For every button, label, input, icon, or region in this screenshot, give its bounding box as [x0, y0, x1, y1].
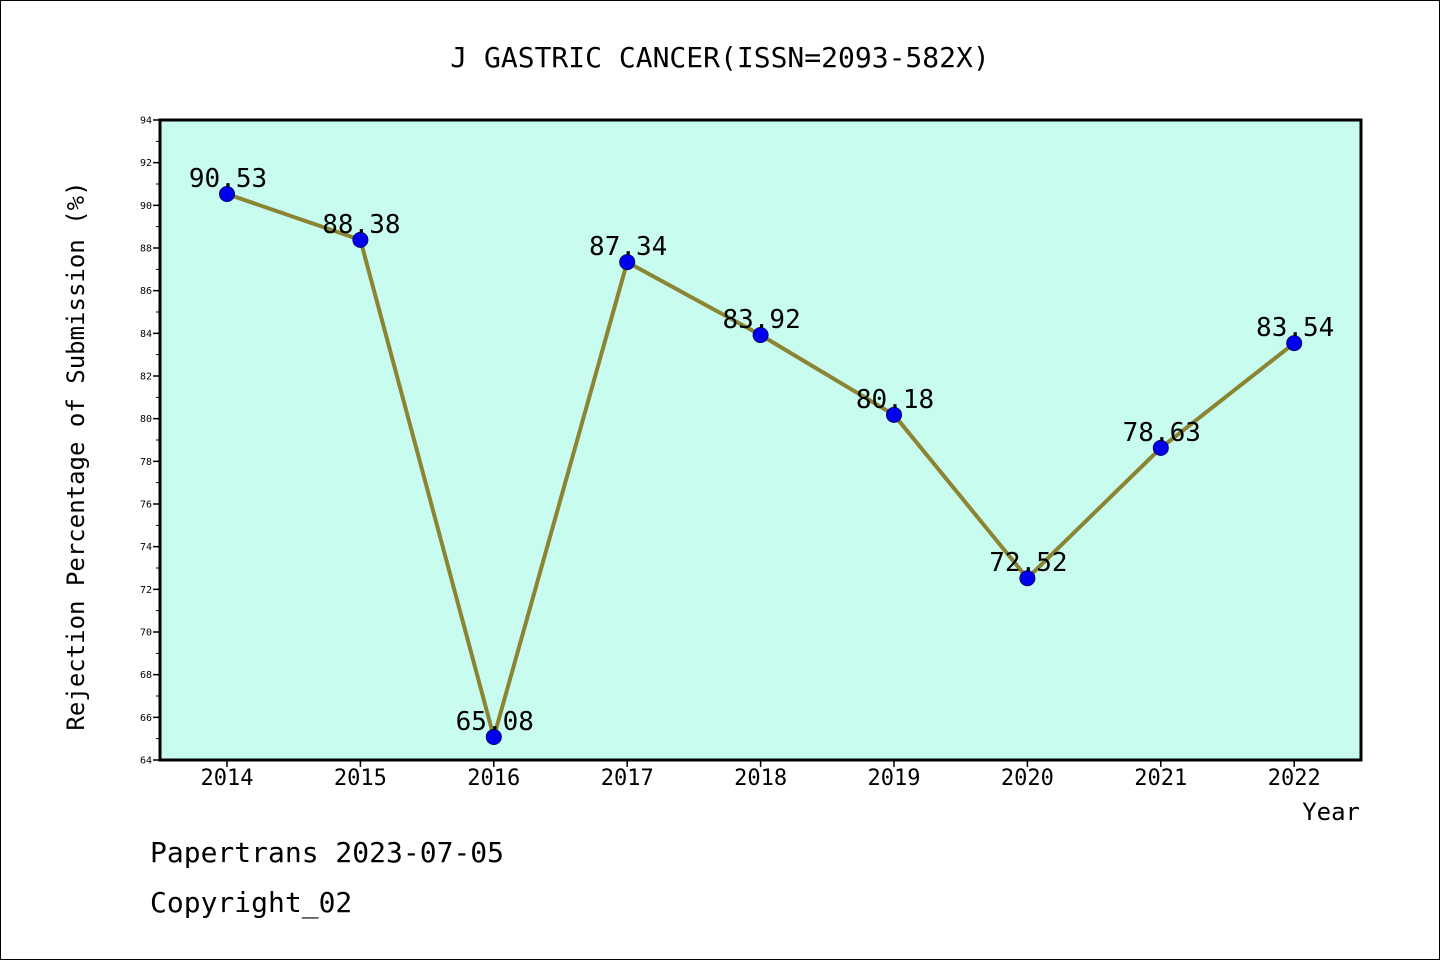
- y-tick-label: 88: [140, 244, 152, 255]
- y-tick-label: 84: [140, 329, 152, 340]
- data-point-2019: [886, 406, 902, 423]
- footer-copyright-text: Copyright_02: [150, 886, 353, 919]
- x-axis: 2014 2015 2016 2017 2018 2019 2020 2021 2022: [201, 760, 1321, 791]
- y-tick-label: 86: [140, 286, 152, 297]
- y-tick-label: 90: [140, 201, 152, 212]
- data-label-2018: 83.92: [722, 305, 800, 335]
- y-tick-label: 66: [140, 713, 152, 724]
- y-tick-label: 64: [140, 756, 152, 767]
- x-tick-label: 2014: [201, 766, 254, 791]
- data-label-2019: 80.18: [856, 385, 934, 415]
- y-tick-label: 72: [140, 585, 152, 596]
- data-point-2018: [752, 327, 769, 344]
- y-tick-label: 78: [140, 457, 152, 468]
- data-label-2020: 72.52: [989, 548, 1067, 578]
- data-point-2021: [1152, 439, 1169, 456]
- y-tick-label: 92: [140, 158, 152, 169]
- y-tick-label: 70: [140, 628, 152, 639]
- data-label-2014: 90.53: [189, 164, 267, 194]
- data-point-2020: [1019, 570, 1036, 587]
- x-tick-label: 2016: [467, 766, 520, 791]
- y-tick-label: 74: [140, 542, 152, 553]
- data-label-2015: 88.38: [322, 210, 400, 240]
- data-point-2014: [219, 186, 235, 203]
- y-axis: 64 66 68 70 72 74 76 78 80 82 84 86 88 90 92 94: [140, 116, 160, 767]
- data-point-2017: [619, 254, 636, 271]
- markers-group: [219, 186, 1303, 745]
- x-tick-label: 2022: [1268, 766, 1321, 791]
- data-label-2016: 65.08: [456, 707, 534, 737]
- data-point-2015: [352, 231, 369, 248]
- data-point-2016: [485, 728, 502, 745]
- x-tick-label: 2019: [868, 766, 921, 791]
- data-label-2017: 87.34: [589, 232, 667, 262]
- y-axis-label: Rejection Percentage of Submission (%): [62, 181, 90, 730]
- x-tick-label: 2017: [601, 766, 654, 791]
- x-tick-label: 2020: [1001, 766, 1054, 791]
- y-tick-label: 82: [140, 372, 152, 383]
- data-labels-group: 90.53 88.38 65.08 87.34 83.92 80.18 72.52 78.63…: [189, 164, 1334, 737]
- data-point-2022: [1286, 335, 1303, 352]
- data-label-2022: 83.54: [1256, 313, 1334, 343]
- y-tick-label: 68: [140, 670, 152, 681]
- x-tick-label: 2018: [734, 766, 787, 791]
- y-tick-label: 94: [140, 116, 152, 127]
- x-axis-label: Year: [1302, 798, 1360, 826]
- data-label-2021: 78.63: [1123, 418, 1201, 448]
- x-tick-label: 2015: [334, 766, 387, 791]
- chart-title: J GASTRIC CANCER(ISSN=2093-582X): [450, 41, 989, 74]
- footer-date-text: Papertrans 2023-07-05: [150, 836, 505, 869]
- y-tick-label: 76: [140, 500, 152, 511]
- y-tick-label: 80: [140, 414, 152, 425]
- x-tick-label: 2021: [1134, 766, 1187, 791]
